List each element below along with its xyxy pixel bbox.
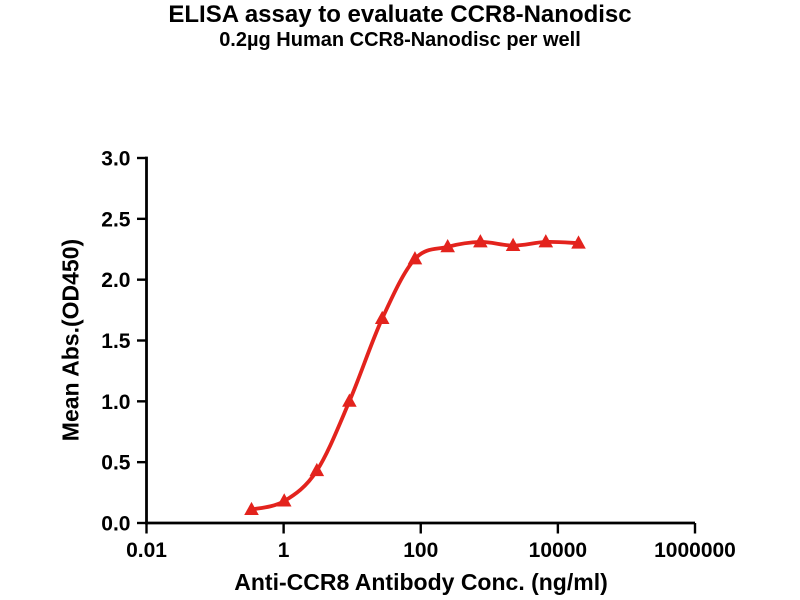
fit-curve (249, 239, 581, 512)
data-point-triangle-marker (571, 235, 586, 249)
y-tick-label: 2.0 (101, 269, 130, 292)
chart-subtitle: 0.2µg Human CCR8-Nanodisc per well (219, 29, 581, 51)
chart-title: ELISA assay to evaluate CCR8-Nanodisc (168, 1, 632, 28)
data-point-triangle-marker (440, 239, 455, 253)
x-tick-label: 1 (278, 539, 290, 562)
data-point-triangle-marker (538, 234, 554, 248)
data-point-triangle-marker (473, 234, 488, 248)
data-point-triangle-marker (276, 493, 292, 507)
data-point-triangle-marker (505, 237, 521, 251)
x-tick-label: 0.01 (126, 539, 167, 562)
y-tick-label: 1.5 (101, 330, 131, 353)
data-point-triangle-marker (244, 501, 259, 516)
y-tick-label: 1.0 (101, 391, 130, 414)
data-point-triangle-marker (342, 393, 357, 407)
y-tick-label: 0.0 (101, 513, 130, 536)
x-tick-label: 100 (403, 539, 438, 562)
data-point-triangle-marker (407, 251, 423, 265)
data-point-triangle-marker (309, 462, 325, 477)
x-axis-label: Anti-CCR8 Antibody Conc. (ng/ml) (234, 569, 608, 595)
x-tick-label: 10000 (529, 539, 587, 562)
y-tick-label: 0.5 (101, 452, 131, 475)
y-tick-label: 2.5 (101, 208, 131, 231)
y-tick-label: 3.0 (101, 148, 130, 171)
data-point-triangle-marker (374, 310, 390, 324)
x-tick-label: 1000000 (654, 539, 736, 562)
